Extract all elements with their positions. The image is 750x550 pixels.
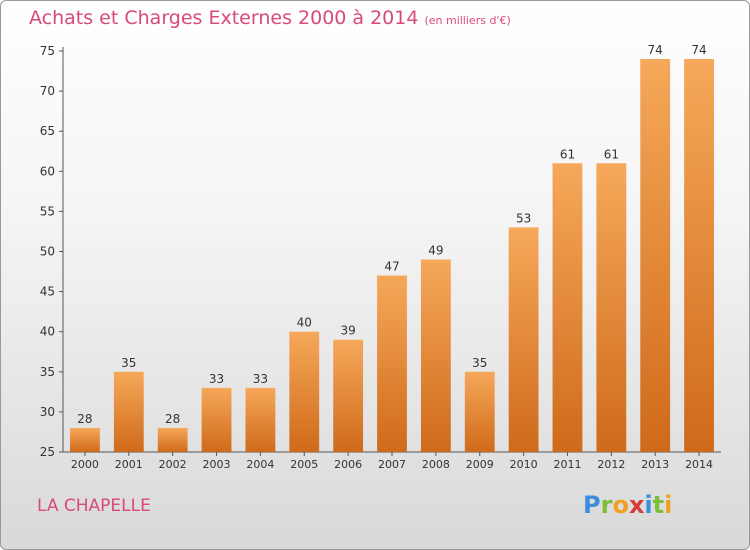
logo-letter: r (600, 491, 613, 519)
value-label-2003: 33 (209, 372, 224, 386)
place-name: LA CHAPELLE (37, 496, 151, 516)
x-tick-label-2003: 2003 (203, 458, 231, 471)
value-label-2009: 35 (472, 356, 487, 370)
proxiti-logo[interactable]: Proxiti (583, 491, 672, 519)
bar-2001 (113, 371, 144, 452)
value-label-2005: 40 (297, 316, 312, 330)
value-label-2002: 28 (165, 412, 180, 426)
x-tick-label-2010: 2010 (510, 458, 538, 471)
y-tick-label: 40 (40, 325, 55, 339)
x-tick-label-2008: 2008 (422, 458, 450, 471)
value-label-2001: 35 (121, 356, 136, 370)
x-tick-label-2014: 2014 (685, 458, 713, 471)
value-label-2004: 33 (253, 372, 268, 386)
x-tick-label-2012: 2012 (597, 458, 625, 471)
value-label-2013: 74 (648, 43, 663, 57)
x-tick-label-2009: 2009 (466, 458, 494, 471)
bar-2006 (333, 339, 364, 452)
chart-subtitle: (en milliers d'€) (424, 14, 511, 27)
chart-title: Achats et Charges Externes 2000 à 2014 (e… (29, 7, 511, 29)
logo-letter: i (664, 491, 673, 519)
title-text: Achats et Charges Externes 2000 à 2014 (29, 7, 419, 29)
value-label-2007: 47 (384, 260, 399, 274)
value-label-2010: 53 (516, 211, 531, 225)
bar-2012 (596, 163, 627, 452)
y-tick-label: 75 (40, 44, 55, 58)
value-label-2011: 61 (560, 147, 575, 161)
labels: 28 2000 35 2001 28 2002 33 2003 33 2004 40 2005 39 20… (71, 43, 713, 471)
y-tick-label: 45 (40, 285, 55, 299)
value-label-2006: 39 (340, 324, 355, 338)
x-tick-label-2001: 2001 (115, 458, 143, 471)
x-tick-label-2006: 2006 (334, 458, 362, 471)
bar-2007 (377, 275, 407, 452)
logo-letter: x (628, 491, 645, 519)
y-tick-label: 65 (40, 124, 55, 138)
logo-letter: t (652, 491, 665, 519)
bar-2011 (552, 163, 583, 452)
x-tick-label-2002: 2002 (159, 458, 187, 471)
y-tick-label: 30 (40, 405, 55, 419)
bar-2002 (157, 427, 188, 452)
bar-2009 (464, 371, 495, 452)
x-tick-label-2013: 2013 (641, 458, 669, 471)
x-tick-label-2011: 2011 (553, 458, 581, 471)
logo-letter: P (583, 491, 601, 519)
logo-letter: i (644, 491, 653, 519)
value-label-2000: 28 (77, 412, 92, 426)
value-label-2012: 61 (604, 147, 619, 161)
bar-2010 (508, 227, 539, 452)
y-tick-label: 50 (40, 245, 55, 259)
x-tick-label-2005: 2005 (290, 458, 318, 471)
y-tick-label: 55 (40, 204, 55, 218)
bar-2005 (289, 331, 320, 452)
y-tick-label: 60 (40, 164, 55, 178)
y-tick-label: 35 (40, 365, 55, 379)
x-tick-label-2004: 2004 (246, 458, 274, 471)
logo-letter: o (612, 491, 629, 519)
bar-2000 (70, 427, 100, 452)
x-tick-label-2000: 2000 (71, 458, 99, 471)
bar-2003 (201, 387, 232, 452)
y-tick-label: 70 (40, 84, 55, 98)
y-tick-label: 25 (40, 445, 55, 459)
bar-2008 (420, 259, 451, 452)
value-label-2008: 49 (428, 244, 443, 258)
bars (70, 59, 714, 453)
x-tick-label-2007: 2007 (378, 458, 406, 471)
value-label-2014: 74 (691, 43, 706, 57)
bar-2013 (640, 59, 671, 453)
bar-2004 (245, 387, 276, 452)
bar-2014 (684, 59, 714, 453)
